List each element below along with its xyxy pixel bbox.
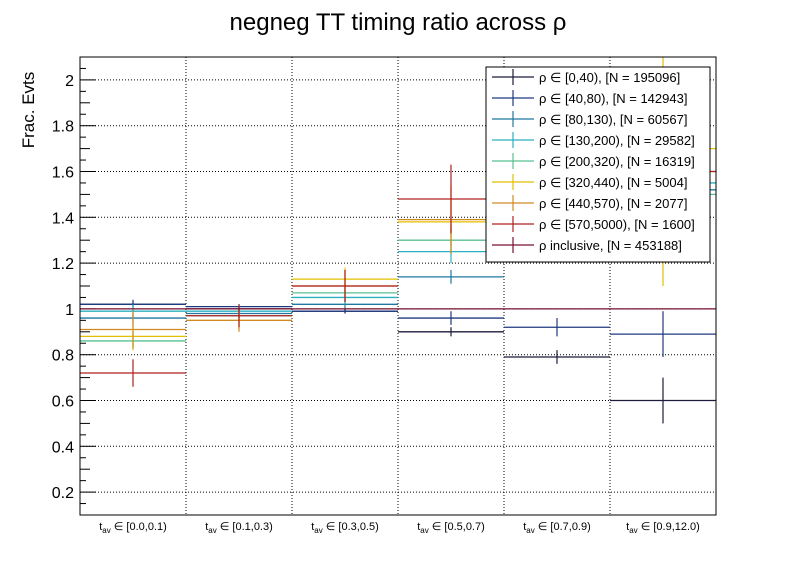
legend-entry-label: ρ ∈ [40,80), [N = 142943] xyxy=(539,91,687,106)
x-tick-label-range: ∈ [0.3,0.5) xyxy=(323,521,379,533)
x-tick-label-range: ∈ [0.1,0.3) xyxy=(217,521,273,533)
x-tick-label: tav ∈ [0.7,0.9) xyxy=(523,521,591,535)
y-tick-label: 0.2 xyxy=(52,485,74,502)
x-tick-label-range: ∈ [0.0,0.1) xyxy=(111,521,167,533)
x-tick-label: tav ∈ [0.1,0.3) xyxy=(205,521,273,535)
y-tick-label: 1.4 xyxy=(52,210,74,227)
x-tick-label-main: t xyxy=(311,521,314,533)
x-axis: tav ∈ [0.0,0.1) tav ∈ [0.1,0.3) tav ∈ [0.3… xyxy=(99,521,700,535)
legend-box xyxy=(485,66,711,263)
x-tick-label-main: t xyxy=(99,521,102,533)
legend-entry-label: ρ ∈ [570,5000), [N = 1600] xyxy=(539,217,695,232)
y-axis: 0.2 0.4 0.6 0.8 1 1.2 1.4 1.6 1.8 2 xyxy=(52,67,96,505)
x-tick-label-range: ∈ [0.9,12.0) xyxy=(638,521,700,533)
x-tick-label: tav ∈ [0.9,12.0) xyxy=(626,521,700,535)
x-tick-label: tav ∈ [0.5,0.7) xyxy=(417,521,485,535)
legend-entry-label: ρ inclusive, [N = 453188] xyxy=(539,238,682,253)
y-tick-label: 0.6 xyxy=(52,394,74,411)
legend-entry-label: ρ ∈ [130,200), [N = 29582] xyxy=(539,133,695,148)
x-tick-label-sub: av xyxy=(314,526,322,535)
legend-entry-label: ρ ∈ [320,440), [N = 5004] xyxy=(539,175,687,190)
x-tick-label: tav ∈ [0.3,0.5) xyxy=(311,521,379,535)
x-tick-label-main: t xyxy=(205,521,208,533)
x-tick-label-main: t xyxy=(626,521,629,533)
x-tick-label-sub: av xyxy=(208,526,216,535)
y-tick-label: 1.6 xyxy=(52,165,74,182)
legend-entry-label: ρ ∈ [440,570), [N = 2077] xyxy=(539,196,687,211)
chart-title: negneg TT timing ratio across ρ xyxy=(230,9,567,36)
legend-entry-label: ρ ∈ [0,40), [N = 195096] xyxy=(539,70,680,85)
legend: ρ ∈ [0,40), [N = 195096] ρ ∈ [40,80), [N … xyxy=(485,66,711,263)
y-tick-label: 2 xyxy=(65,73,74,90)
y-axis-label: Frac. Evts xyxy=(19,72,38,149)
y-tick-label: 1 xyxy=(65,302,74,319)
y-tick-label: 1.2 xyxy=(52,256,74,273)
x-tick-label-sub: av xyxy=(102,526,110,535)
y-tick-label: 0.4 xyxy=(52,439,74,456)
y-tick-label: 1.8 xyxy=(52,119,74,136)
x-tick-label: tav ∈ [0.0,0.1) xyxy=(99,521,167,535)
x-tick-label-sub: av xyxy=(526,526,534,535)
plot-frame xyxy=(79,56,717,516)
x-tick-label-main: t xyxy=(417,521,420,533)
x-tick-label-range: ∈ [0.7,0.9) xyxy=(535,521,591,533)
x-tick-label-sub: av xyxy=(629,526,637,535)
x-tick-label-sub: av xyxy=(420,526,428,535)
legend-entry-label: ρ ∈ [80,130), [N = 60567] xyxy=(539,112,687,127)
x-tick-label-range: ∈ [0.5,0.7) xyxy=(429,521,485,533)
y-tick-label: 0.8 xyxy=(52,348,74,365)
x-tick-label-main: t xyxy=(523,521,526,533)
legend-entry-label: ρ ∈ [200,320), [N = 16319] xyxy=(539,154,695,169)
